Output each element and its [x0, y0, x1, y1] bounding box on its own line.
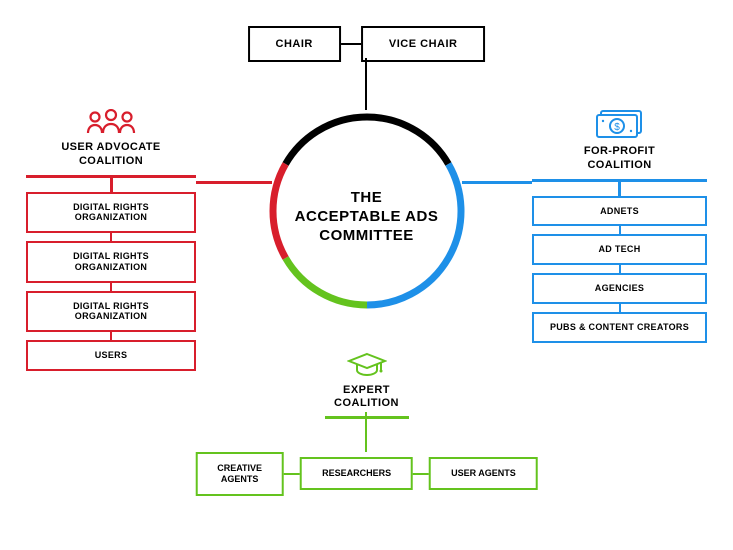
- connector-top: [365, 58, 367, 110]
- connector-left: [196, 181, 272, 184]
- center-line1: THE: [287, 189, 447, 208]
- connector-hlink: [413, 473, 429, 475]
- money-icon: $: [532, 109, 707, 139]
- connector-vline: [110, 283, 112, 291]
- left-heading-1: USER ADVOCATE: [26, 141, 196, 155]
- member-cell: DIGITAL RIGHTS ORGANIZATION: [26, 241, 196, 283]
- top-link: [341, 43, 361, 45]
- right-heading-2: COALITION: [532, 159, 707, 173]
- right-stub: [618, 182, 621, 196]
- left-heading-2: COALITION: [26, 155, 196, 169]
- svg-text:$: $: [614, 122, 620, 133]
- member-cell: DIGITAL RIGHTS ORGANIZATION: [26, 291, 196, 333]
- chair-box: CHAIR: [248, 26, 341, 62]
- member-cell: PUBS & CONTENT CREATORS: [532, 312, 707, 343]
- expert-coalition: EXPERT COALITION: [325, 352, 409, 419]
- right-stack: ADNETS AD TECH AGENCIES PUBS & CONTENT CREA…: [532, 196, 707, 343]
- member-cell: USERS: [26, 340, 196, 371]
- connector-hlink: [284, 473, 300, 475]
- for-profit-coalition: $ FOR-PROFIT COALITION ADNETS AD TECH AGEN…: [532, 109, 707, 343]
- connector-vline: [619, 226, 621, 234]
- people-icon: [26, 109, 196, 135]
- connector-vline: [619, 265, 621, 273]
- graduation-cap-icon: [325, 352, 409, 378]
- expert-line2: COALITION: [325, 397, 409, 410]
- member-cell: AGENCIES: [532, 273, 707, 304]
- expert-line1: EXPERT: [325, 384, 409, 397]
- center-line3: COMMITTEE: [287, 227, 447, 246]
- expert-member-cell: RESEARCHERS: [300, 457, 413, 490]
- left-stub: [110, 178, 113, 192]
- left-stack: DIGITAL RIGHTS ORGANIZATION DIGITAL RIGHT…: [26, 192, 196, 372]
- user-advocate-coalition: USER ADVOCATE COALITION DIGITAL RIGHTS O…: [26, 109, 196, 371]
- connector-right: [462, 181, 532, 184]
- member-cell: DIGITAL RIGHTS ORGANIZATION: [26, 192, 196, 234]
- expert-underline: [325, 416, 409, 419]
- center-title: THE ACCEPTABLE ADS COMMITTEE: [287, 189, 447, 245]
- connector-vline: [110, 233, 112, 241]
- member-cell: AD TECH: [532, 234, 707, 265]
- vice-chair-box: VICE CHAIR: [361, 26, 486, 62]
- expert-members-row: CREATIVEAGENTS RESEARCHERS USER AGENTS: [195, 452, 538, 496]
- connector-vline: [110, 332, 112, 340]
- connector-vline: [619, 304, 621, 312]
- member-cell: ADNETS: [532, 196, 707, 227]
- center-line2: ACCEPTABLE ADS: [287, 208, 447, 227]
- expert-member-cell: CREATIVEAGENTS: [195, 452, 284, 496]
- top-boxes: CHAIR VICE CHAIR: [248, 26, 486, 62]
- right-heading-1: FOR-PROFIT: [532, 145, 707, 159]
- expert-member-cell: USER AGENTS: [429, 457, 538, 490]
